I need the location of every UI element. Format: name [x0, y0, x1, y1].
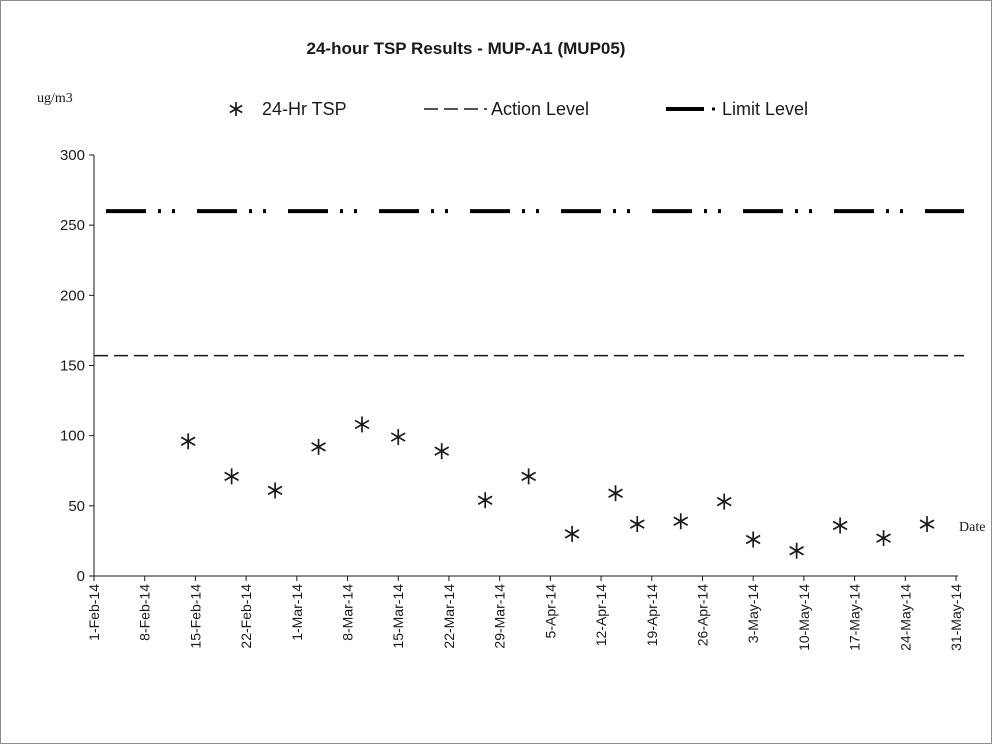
tsp-data-point	[354, 416, 370, 433]
tsp-data-point	[673, 513, 689, 530]
legend-marker-tsp	[229, 102, 243, 116]
x-tick-label: 10-May-14	[796, 584, 812, 651]
tsp-data-point	[224, 468, 240, 485]
tsp-data-point	[629, 516, 645, 533]
x-tick-label: 8-Feb-14	[137, 584, 153, 641]
limit-level-layer	[94, 209, 964, 357]
tsp-data-point	[477, 492, 493, 509]
x-tick-label: 1-Feb-14	[86, 584, 102, 641]
tsp-data-point	[180, 433, 196, 450]
x-tick-label: 31-May-14	[948, 584, 964, 651]
tsp-data-point	[789, 542, 805, 559]
x-tick-label: 5-Apr-14	[542, 584, 558, 639]
y-tick-label: 50	[68, 498, 85, 515]
axes	[93, 155, 958, 577]
y-tick-label: 150	[60, 358, 85, 375]
legend-label-limit: Limit Level	[722, 99, 808, 119]
tsp-data-point	[564, 525, 580, 542]
x-tick-label: 22-Feb-14	[238, 584, 254, 649]
tsp-data-point	[311, 438, 326, 455]
y-axis-label: ug/m3	[37, 91, 73, 106]
legend: 24-Hr TSP Action Level Limit Level	[229, 99, 808, 119]
legend-label-action: Action Level	[491, 99, 589, 119]
tsp-data-point	[745, 531, 761, 548]
tsp-data-point	[832, 517, 848, 534]
legend-label-tsp: 24-Hr TSP	[262, 99, 347, 119]
y-tick-label: 300	[60, 147, 85, 164]
tsp-data-point	[716, 493, 732, 510]
tsp-data-point	[390, 429, 406, 446]
x-tick-label: 17-May-14	[847, 584, 863, 651]
x-tick-label: 1-Mar-14	[289, 584, 305, 641]
y-tick-label: 0	[77, 568, 85, 585]
tsp-data-point	[919, 516, 935, 533]
tsp-data-point	[434, 443, 450, 460]
x-tick-label: 8-Mar-14	[340, 584, 356, 641]
x-tick-label: 29-Mar-14	[492, 584, 508, 649]
x-tick-label: 3-May-14	[745, 584, 761, 643]
tsp-data-point	[608, 485, 623, 502]
x-axis-label: Date	[959, 520, 985, 535]
legend-dot-limit	[712, 107, 715, 111]
x-tick-label: 15-Mar-14	[390, 584, 406, 649]
tsp-data-point	[267, 482, 283, 499]
tsp-data-point	[876, 530, 891, 547]
y-tick-label: 100	[60, 428, 85, 445]
x-tick-label: 15-Feb-14	[187, 584, 203, 649]
x-tick-label: 24-May-14	[897, 584, 913, 651]
tsp-points	[180, 416, 935, 559]
x-tick-label: 22-Mar-14	[441, 584, 457, 649]
x-tick-label: 26-Apr-14	[694, 584, 710, 646]
y-tick-label: 250	[60, 217, 85, 234]
tsp-data-point	[521, 468, 537, 485]
chart-title: 24-hour TSP Results - MUP-A1 (MUP05)	[307, 39, 626, 58]
x-tick-label: 12-Apr-14	[593, 584, 609, 646]
x-tick-label: 19-Apr-14	[644, 584, 660, 646]
y-tick-label: 200	[60, 287, 85, 304]
ticks: 0 50 100 150 200 250 300 1-Feb-14 8-Feb-14 15-Feb…	[60, 147, 964, 651]
